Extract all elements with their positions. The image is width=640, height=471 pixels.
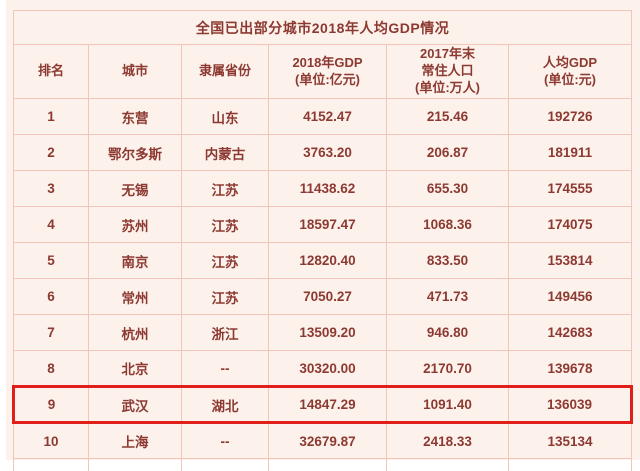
cell-gdp-per-capita: 181911 [507,134,633,171]
table-row: 5 南京 江苏 12820.40 833.50 153814 [13,242,633,279]
col-header-gdp-per-capita: 人均GDP (单位:元) [507,44,633,99]
cell-pop-2017: 655.30 [386,170,509,207]
cell-rank: 5 [13,242,89,279]
cell-rank: 1 [13,98,89,135]
cell-city: 无锡 [88,170,182,207]
cell-province: 江苏 [181,278,269,315]
cell-city: 南京 [88,242,182,279]
table-row: 2 鄂尔多斯 内蒙古 3763.20 206.87 181911 [13,134,633,171]
table-row: 8 北京 -- 30320.00 2170.70 139678 [13,350,633,387]
table-row: 1 东营 山东 4152.47 215.46 192726 [13,98,633,135]
cell-province: 江苏 [181,170,269,207]
cell-pop-2017: 1068.36 [386,206,509,243]
cell-rank: 2 [13,134,89,171]
cell-gdp-per-capita: 153814 [507,242,633,279]
cell-rank: 9 [12,385,89,424]
cell-city: 东营 [88,98,182,135]
title-row: 全国已出部分城市2018年人均GDP情况 [12,10,633,45]
cell-city: 苏州 [88,206,182,243]
cell-province: 浙江 [181,314,269,351]
cell-province: 湖北 [181,385,269,424]
cell-province: -- [181,422,269,459]
col-header-population: 2017年末 常住人口 (单位:万人) [386,44,509,99]
cell-city: 鄂尔多斯 [88,134,182,171]
table-row: 4 苏州 江苏 18597.47 1068.36 174075 [13,206,633,243]
cell-rank: 6 [13,278,89,315]
cell-pop-2017: 2418.33 [386,422,509,459]
table-row: 9 武汉 湖北 14847.29 1091.40 136039 [12,385,634,424]
cell-city: 杭州 [88,314,182,351]
cell-gdp-per-capita: 149456 [507,278,633,315]
empty-cell [386,458,509,471]
empty-cell [507,458,633,471]
gdp-table-panel: 全国已出部分城市2018年人均GDP情况 排名 城市 隶属省份 2018年GDP… [6,0,640,471]
cell-province: 内蒙古 [181,134,269,171]
cell-province: 江苏 [181,206,269,243]
empty-cell [181,458,269,471]
table-row: 6 常州 江苏 7050.27 471.73 149456 [13,278,633,315]
cell-city: 武汉 [88,385,182,424]
cell-gdp-2018: 7050.27 [268,278,387,315]
table-row: 3 无锡 江苏 11438.62 655.30 174555 [13,170,633,207]
cell-rank: 8 [13,350,89,387]
empty-cell [88,458,182,471]
col-header-rank: 排名 [13,44,89,99]
cell-gdp-per-capita: 174075 [507,206,633,243]
col-header-province: 隶属省份 [181,44,269,99]
cell-pop-2017: 471.73 [386,278,509,315]
gdp-table: 全国已出部分城市2018年人均GDP情况 排名 城市 隶属省份 2018年GDP… [12,10,634,471]
table-row: 10 上海 -- 32679.87 2418.33 135134 [13,422,633,459]
cell-gdp-per-capita: 142683 [507,314,633,351]
cell-city: 北京 [88,350,182,387]
cell-gdp-2018: 14847.29 [268,385,387,424]
cell-province: 江苏 [181,242,269,279]
cell-province: 山东 [181,98,269,135]
cell-rank: 7 [13,314,89,351]
cell-province: -- [181,350,269,387]
cell-pop-2017: 1091.40 [386,385,509,424]
cell-gdp-2018: 18597.47 [268,206,387,243]
cell-city: 上海 [88,422,182,459]
cell-pop-2017: 833.50 [386,242,509,279]
cell-gdp-2018: 32679.87 [268,422,387,459]
header-row: 排名 城市 隶属省份 2018年GDP (单位:亿元) 2017年末 常住人口 … [13,44,633,99]
col-header-city: 城市 [88,44,182,99]
cell-rank: 3 [13,170,89,207]
cell-pop-2017: 2170.70 [386,350,509,387]
cell-gdp-per-capita: 192726 [507,98,633,135]
cell-gdp-per-capita: 139678 [507,350,633,387]
table-body: 1 东营 山东 4152.47 215.46 192726 2 鄂尔多斯 内蒙古 3763.20 2… [12,98,634,471]
cell-pop-2017: 215.46 [386,98,509,135]
cell-gdp-2018: 11438.62 [268,170,387,207]
col-header-gdp-2018: 2018年GDP (单位:亿元) [268,44,387,99]
table-title: 全国已出部分城市2018年人均GDP情况 [12,10,633,45]
cell-gdp-2018: 30320.00 [268,350,387,387]
partial-next-row [13,458,633,471]
cell-gdp-2018: 13509.20 [268,314,387,351]
cell-rank: 4 [13,206,89,243]
cell-pop-2017: 946.80 [386,314,509,351]
cell-gdp-per-capita: 136039 [507,385,634,424]
cell-gdp-per-capita: 174555 [507,170,633,207]
cell-pop-2017: 206.87 [386,134,509,171]
empty-cell [13,458,89,471]
cell-gdp-2018: 4152.47 [268,98,387,135]
cell-gdp-per-capita: 135134 [507,422,633,459]
cell-city: 常州 [88,278,182,315]
cell-rank: 10 [13,422,89,459]
cell-gdp-2018: 12820.40 [268,242,387,279]
table-row: 7 杭州 浙江 13509.20 946.80 142683 [13,314,633,351]
empty-cell [268,458,387,471]
cell-gdp-2018: 3763.20 [268,134,387,171]
